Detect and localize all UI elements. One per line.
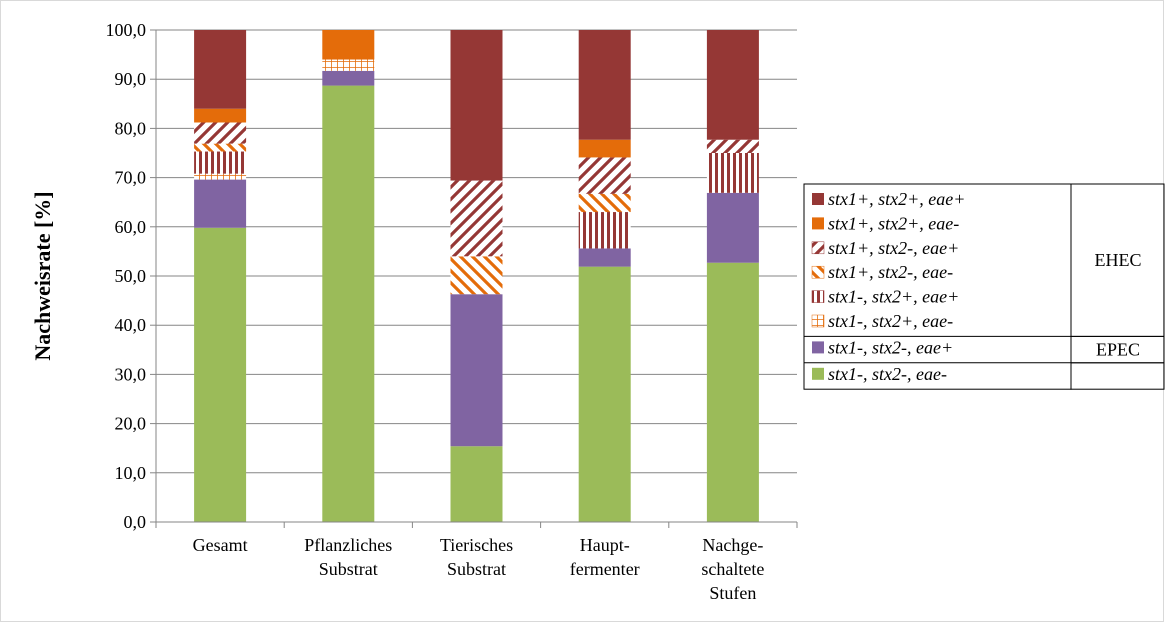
legend-entry-stx1-stx2-eae: stx1-, stx2-, eae- [828,364,947,384]
legend-swatch-stx1-stx2-eae [811,265,825,279]
legend-entry-stx1-stx2-eae: stx1-, stx2+, eae- [828,311,953,331]
bar-segment-stx1-stx2-eae [706,30,759,140]
y-tick-label: 10,0 [115,463,147,483]
legend-entry-stx1-stx2-eae: stx1-, stx2+, eae+ [828,287,959,307]
x-category-label: Haupt-fermenter [570,535,640,579]
bar-segment-stx1-stx2-eae [194,179,247,228]
bar-segment-stx1-stx2-eae [194,173,247,180]
legend-swatch-stx1-stx2-eae [812,217,824,230]
bar-segment-stx1-stx2-eae [450,294,503,447]
legend: stx1+, stx2+, eae+ stx1+, stx2+, eae-stx1… [803,183,1165,390]
legend-group-cell [1070,362,1165,390]
y-tick-label: 30,0 [115,364,147,384]
y-tick-label: 40,0 [115,315,147,335]
y-tick-label: 100,0 [106,20,147,40]
axes: 0,0 10,0 20,0 30,0 40,0 50,0 60,0 70,0 80,0 90,0 1… [106,20,798,603]
legend-entry-stx1-stx2-eae: stx1-, stx2-, eae+ [828,337,953,357]
bar-segment-stx1-stx2-eae [578,248,631,267]
bar-segment-stx1-stx2-eae [194,151,247,174]
legend-entry-stx1-stx2-eae: stx1+, stx2-, eae+ [828,238,959,258]
legend-swatch-stx1-stx2-eae [811,290,825,303]
bar-segment-stx1-stx2-eae [706,139,759,153]
bar-segment-stx1-stx2-eae [578,193,631,213]
y-axis-title: Nachweisrate [%] [30,191,55,360]
bar-segment-stx1-stx2-eae [706,262,759,522]
bar-segment-stx1-stx2-eae [450,30,503,181]
bar-segment-stx1-stx2-eae [578,212,631,249]
bar-segment-stx1-stx2-eae [194,108,247,123]
legend-group-label-ehec: EHEC [1095,250,1142,270]
y-tick-label: 80,0 [115,118,147,138]
legend-swatch-stx1-stx2-eae [812,193,824,205]
bar-segment-stx1-stx2-eae [706,153,759,193]
bar-segment-stx1-stx2-eae [706,192,759,263]
legend-swatch-stx1-stx2-eae [811,314,825,328]
bar-segment-stx1-stx2-eae [322,59,375,71]
bars [194,30,759,522]
bar-segment-stx1-stx2-eae [194,227,247,522]
bar-segment-stx1-stx2-eae [450,256,503,295]
x-category-label: Nachge-schaltete Stufen [701,535,764,603]
y-tick-label: 90,0 [115,69,147,89]
bar-segment-stx1-stx2-eae [578,266,631,522]
legend-entry-stx1-stx2-eae: stx1+, stx2+, eae- [828,213,959,233]
y-tick-label: 0,0 [124,512,147,532]
bar-segment-stx1-stx2-eae [194,30,247,109]
legend-group-label-epec: EPEC [1096,340,1140,360]
legend-swatch-stx1-stx2-eae [811,241,825,255]
bar-segment-stx1-stx2-eae [322,85,375,522]
legend-entry-stx1-stx2-eae: stx1+, stx2+, eae+ [828,189,965,209]
bar-segment-stx1-stx2-eae [322,70,375,86]
legend-swatch-stx1-stx2-eae [812,341,824,354]
legend-entry-stx1-stx2-eae: stx1+, stx2-, eae- [828,262,953,282]
bar-segment-stx1-stx2-eae [450,180,503,257]
y-tick-label: 50,0 [115,266,147,286]
bar-segment-stx1-stx2-eae [194,122,247,144]
y-tick-label: 60,0 [115,217,147,237]
bar-segment-stx1-stx2-eae [194,143,247,152]
bar-segment-stx1-stx2-eae [450,446,503,522]
bar-segment-stx1-stx2-eae [578,157,631,194]
x-category-label: Pflanzliches Substrat [304,535,392,579]
bar-segment-stx1-stx2-eae [578,30,631,140]
y-tick-label: 20,0 [115,414,147,434]
x-category-label: Gesamt [193,535,248,555]
bar-segment-stx1-stx2-eae [322,30,375,60]
x-category-label: Tierisches Substrat [440,535,513,579]
y-tick-label: 70,0 [115,168,147,188]
legend-swatch-stx1-stx2-eae [812,367,824,380]
bar-segment-stx1-stx2-eae [578,139,631,158]
